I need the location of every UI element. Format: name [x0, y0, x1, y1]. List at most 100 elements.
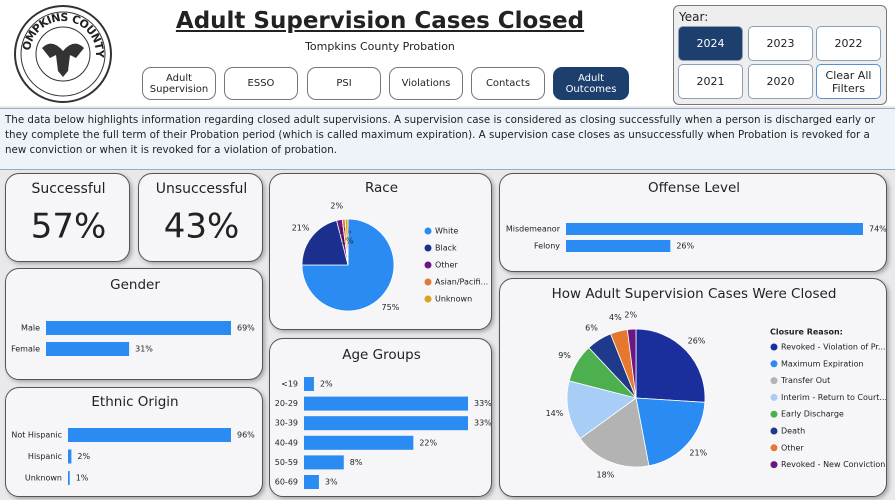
legend-marker: [770, 377, 778, 385]
clear-button[interactable]: Clear All Filters: [816, 64, 881, 99]
value-label: 69%: [237, 324, 255, 333]
legend-label: Other: [781, 443, 804, 452]
tab[interactable]: Adult Supervision: [142, 67, 216, 100]
chart-card-svg: Ethnic Origin Not Hispanic 96% Hispanic 2% Un…: [11, 394, 255, 485]
legend-label: Interim - Return to Court...: [781, 393, 887, 402]
bar: [68, 449, 72, 464]
value-label: 1%: [76, 474, 89, 483]
pie-slice: [344, 218, 349, 266]
legend-marker: [424, 244, 432, 252]
pie-slice: [579, 397, 650, 468]
tab[interactable]: Adult Outcomes: [553, 67, 629, 100]
value-label: 33%: [474, 419, 492, 428]
tab[interactable]: PSI: [307, 67, 381, 100]
year-button[interactable]: 2020: [748, 64, 813, 99]
tab[interactable]: Violations: [389, 67, 463, 100]
bar: [304, 416, 468, 431]
legend-title: Closure Reason:: [770, 328, 843, 337]
kpi-label: Successful: [31, 181, 105, 197]
chart-title: Ethnic Origin: [91, 394, 178, 410]
bar: [68, 471, 70, 485]
slice-label: 75%: [382, 303, 400, 312]
category-label: Hispanic: [28, 452, 62, 461]
year-button[interactable]: 2024: [678, 26, 743, 61]
chart-title: Gender: [110, 277, 160, 293]
slice-label: 2%: [330, 202, 343, 211]
bar: [46, 342, 130, 356]
slice-label: 6%: [585, 323, 598, 332]
value-label: 74%: [869, 225, 887, 234]
chart-card-svg: Offense Level Misdemeanor 74% Felony 26%: [506, 180, 887, 252]
kpi-card: Successful 57%: [5, 173, 130, 262]
value-label: 8%: [350, 458, 363, 467]
year-button[interactable]: 2022: [816, 26, 881, 61]
chart-card-svg: Age Groups <19 2% 20-29 33% 30-39 33% 40-49 22% 5…: [275, 347, 492, 489]
bar: [304, 435, 414, 450]
legend-label: Unknown: [435, 295, 472, 304]
value-label: 31%: [135, 345, 153, 354]
page-title: Adult Supervision Cases Closed: [175, 8, 585, 34]
legend-marker: [424, 261, 432, 269]
pie-slice: [566, 380, 637, 440]
page-subtitle: Tompkins County Probation: [305, 40, 455, 53]
year-button[interactable]: 2021: [678, 64, 743, 99]
description-band: [0, 108, 895, 170]
value-label: 96%: [237, 431, 255, 440]
slice-label: 26%: [688, 337, 706, 346]
slice-label: 1%: [341, 237, 354, 246]
slice-label: 21%: [689, 448, 707, 457]
category-label: 50-59: [275, 458, 298, 467]
category-label: 40-49: [275, 438, 298, 447]
value-label: 3%: [325, 478, 338, 487]
bar: [566, 223, 863, 235]
value-label: 33%: [474, 399, 492, 408]
legend-marker: [770, 444, 778, 452]
category-label: <19: [281, 380, 298, 389]
bar: [566, 240, 671, 252]
pie-slice: [635, 328, 706, 403]
legend-marker: [770, 427, 778, 435]
legend-label: Other: [435, 261, 458, 270]
year-button[interactable]: 2023: [748, 26, 813, 61]
chart-card: Race 75% White 21% Black 2% Other 1% Asian/Pacif…: [269, 173, 492, 330]
kpi-card: Unsuccessful 43%: [138, 173, 263, 262]
tab[interactable]: ESSO: [224, 67, 298, 100]
category-label: Female: [11, 345, 40, 354]
category-label: Male: [21, 324, 40, 333]
value-label: 22%: [419, 438, 437, 447]
year-label: Year:: [679, 10, 709, 24]
kpi-card-svg: Successful 57%: [31, 181, 107, 247]
category-label: 60-69: [275, 478, 298, 487]
chart-title: Race: [365, 180, 398, 196]
chart-title: Offense Level: [648, 180, 740, 196]
chart-card: Ethnic Origin Not Hispanic 96% Hispanic 2% Un…: [5, 387, 263, 497]
legend-marker: [770, 393, 778, 401]
legend-marker: [424, 295, 432, 303]
slice-label: 4%: [609, 313, 622, 322]
legend-label: Revoked - Violation of Pr...: [781, 343, 886, 352]
pie-slice: [626, 328, 637, 399]
pie-slice: [635, 397, 706, 467]
legend-label: Asian/Pacifi...: [435, 278, 488, 287]
legend-marker: [424, 227, 432, 235]
category-label: Misdemeanor: [506, 225, 561, 234]
slice-label: 18%: [597, 471, 615, 480]
legend-label: Early Discharge: [781, 410, 844, 419]
slice-label: 21%: [292, 224, 310, 233]
chart-title: How Adult Supervision Cases Were Closed: [552, 286, 837, 302]
bar: [304, 455, 344, 470]
legend-label: Revoked - New Conviction: [781, 460, 885, 469]
chart-card: Age Groups <19 2% 20-29 33% 30-39 33% 40-49 22% 5…: [269, 338, 492, 497]
bar: [68, 428, 231, 442]
tab[interactable]: Contacts: [471, 67, 545, 100]
value-label: 26%: [676, 242, 694, 251]
legend-marker: [770, 410, 778, 418]
bar: [304, 396, 468, 411]
pie-slice: [301, 219, 349, 266]
legend-marker: [770, 461, 778, 469]
bar: [304, 475, 319, 489]
value-label: 2%: [320, 380, 333, 389]
legend-marker: [770, 343, 778, 351]
kpi-label: Unsuccessful: [156, 181, 248, 197]
